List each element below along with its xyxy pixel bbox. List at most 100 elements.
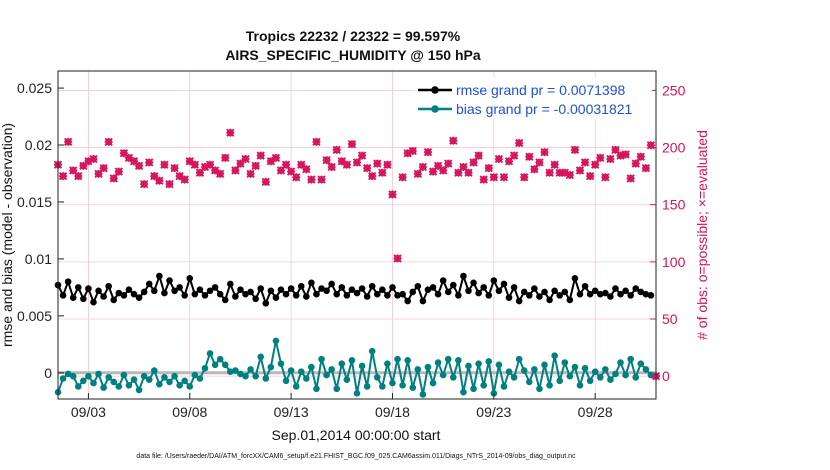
- rmse-series: [54, 272, 655, 307]
- obs-evaluated-marker: [499, 173, 509, 182]
- bias-point: [566, 372, 574, 380]
- y-tick-label-left: 0.025: [17, 80, 52, 96]
- obs-evaluated-marker: [89, 154, 98, 164]
- rmse-point: [181, 292, 188, 299]
- rmse-point: [95, 287, 102, 295]
- rmse-point: [303, 293, 310, 300]
- rmse-point: [429, 284, 437, 291]
- obs-evaluated-marker: [342, 160, 352, 169]
- bias-point: [211, 361, 219, 369]
- rmse-point: [211, 284, 219, 291]
- bias-point: [617, 359, 624, 366]
- bias-point: [586, 377, 594, 385]
- bias-point: [389, 379, 396, 387]
- rmse-point: [576, 290, 584, 298]
- y-tick-label-right: 250: [662, 82, 686, 98]
- rmse-point: [607, 293, 614, 300]
- rmse-point: [74, 284, 82, 291]
- obs-evaluated-marker: [368, 172, 377, 181]
- obs-evaluated-marker: [535, 158, 544, 167]
- obs-evaluated-marker: [591, 160, 600, 169]
- bias-point: [449, 374, 457, 381]
- rmse-point: [308, 279, 315, 287]
- obs-evaluated-marker: [170, 164, 179, 173]
- grid-lines: [58, 71, 656, 399]
- obs-evaluated-marker: [327, 162, 336, 172]
- rmse-point: [536, 293, 543, 300]
- bias-point: [495, 361, 503, 369]
- rmse-point: [120, 292, 128, 299]
- bias-point: [100, 384, 107, 391]
- obs-evaluated-marker: [621, 150, 630, 159]
- obs-evaluated-marker: [226, 128, 235, 137]
- rmse-point: [292, 292, 300, 299]
- rmse-point: [221, 296, 229, 304]
- obs-evaluated-marker: [241, 154, 250, 164]
- rmse-point: [348, 286, 356, 293]
- y-tick-label-left: 0.02: [25, 137, 52, 153]
- rmse-point: [373, 290, 381, 298]
- rmse-point: [343, 292, 351, 299]
- obs-evaluated-marker: [155, 176, 164, 185]
- obs-evaluated-marker: [525, 152, 534, 161]
- obs-evaluated-marker: [140, 180, 149, 189]
- rmse-point: [318, 285, 325, 292]
- y-tick-label-left: 0.015: [17, 194, 52, 210]
- y-tick-label-right: 200: [662, 140, 686, 156]
- bias-point: [571, 363, 579, 371]
- obs-evaluated-marker: [165, 180, 174, 189]
- bias-point: [90, 379, 97, 387]
- bias-point: [561, 359, 569, 366]
- rmse-point: [338, 284, 346, 291]
- obs-evaluated-marker: [357, 151, 367, 160]
- bias-point: [510, 374, 518, 381]
- bias-point: [627, 355, 634, 363]
- bias-point: [156, 380, 163, 388]
- rmse-point: [531, 285, 538, 292]
- rmse-point: [439, 277, 447, 284]
- bias-point: [612, 370, 619, 378]
- x-tick-label: 09/13: [274, 404, 309, 420]
- obs-evaluated-marker: [317, 175, 326, 184]
- y-tick-label-right: 100: [662, 254, 686, 270]
- obs-evaluated-marker: [393, 254, 402, 263]
- rmse-point: [617, 290, 624, 298]
- obs-evaluated-marker: [347, 140, 357, 149]
- chart-title-line2: AIRS_SPECIFIC_HUMIDITY @ 150 hPa: [225, 47, 481, 63]
- rmse-point: [156, 272, 163, 280]
- y-tick-label-right: 0: [662, 368, 670, 384]
- obs-evaluated-marker: [180, 175, 189, 184]
- rmse-point: [642, 290, 650, 298]
- bias-point: [166, 378, 173, 386]
- bias-line: [57, 340, 652, 395]
- bias-point: [110, 378, 118, 386]
- bias-point: [531, 366, 538, 373]
- obs-evaluated-marker: [444, 159, 453, 168]
- rmse-point: [115, 289, 123, 297]
- bias-point: [95, 370, 102, 378]
- svg-text:rmse and bias (model - observa: rmse and bias (model - observation): [0, 123, 15, 347]
- rmse-point: [495, 287, 503, 295]
- obs-evaluated-marker: [150, 172, 159, 181]
- obs-evaluated-marker: [332, 145, 341, 154]
- rmse-point: [105, 282, 112, 290]
- rmse-point: [196, 286, 204, 293]
- bias-point: [272, 337, 280, 345]
- bias-point: [368, 347, 376, 355]
- rmse-point: [100, 293, 107, 300]
- bias-point: [429, 379, 437, 387]
- rmse-point: [272, 294, 280, 301]
- bias-point: [632, 374, 640, 381]
- bias-point: [69, 372, 77, 380]
- plot-area: 0 0.005 0.01 0.015 0.02 0.025 0 50 100 150 200 250 0…: [17, 70, 686, 420]
- rmse-point: [277, 286, 285, 293]
- rmse-point: [287, 285, 295, 292]
- bias-point: [287, 367, 295, 374]
- obs-evaluated-marker: [302, 165, 311, 174]
- bias-point: [297, 368, 305, 375]
- obs-evaluated-marker: [408, 146, 417, 156]
- rmse-point: [485, 292, 493, 299]
- rmse-point: [333, 290, 341, 298]
- obs-evaluated-marker: [596, 153, 605, 162]
